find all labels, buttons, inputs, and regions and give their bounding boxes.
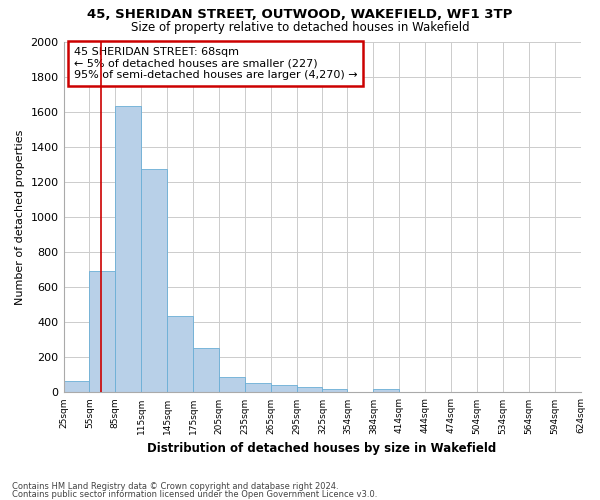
Bar [89, 272, 115, 392]
Bar [373, 389, 399, 392]
Bar [167, 316, 193, 392]
Bar [141, 168, 167, 392]
Bar [322, 389, 347, 392]
Bar [193, 348, 219, 393]
Text: 45, SHERIDAN STREET, OUTWOOD, WAKEFIELD, WF1 3TP: 45, SHERIDAN STREET, OUTWOOD, WAKEFIELD,… [88, 8, 512, 20]
Bar [245, 383, 271, 392]
Text: Size of property relative to detached houses in Wakefield: Size of property relative to detached ho… [131, 21, 469, 34]
Text: 45 SHERIDAN STREET: 68sqm
← 5% of detached houses are smaller (227)
95% of semi-: 45 SHERIDAN STREET: 68sqm ← 5% of detach… [74, 47, 358, 80]
Bar [219, 376, 245, 392]
Text: Contains HM Land Registry data © Crown copyright and database right 2024.: Contains HM Land Registry data © Crown c… [12, 482, 338, 491]
Bar [271, 386, 296, 392]
Bar [115, 106, 141, 393]
X-axis label: Distribution of detached houses by size in Wakefield: Distribution of detached houses by size … [148, 442, 497, 455]
Bar [64, 381, 89, 392]
Bar [296, 387, 322, 392]
Y-axis label: Number of detached properties: Number of detached properties [15, 130, 25, 304]
Text: Contains public sector information licensed under the Open Government Licence v3: Contains public sector information licen… [12, 490, 377, 499]
